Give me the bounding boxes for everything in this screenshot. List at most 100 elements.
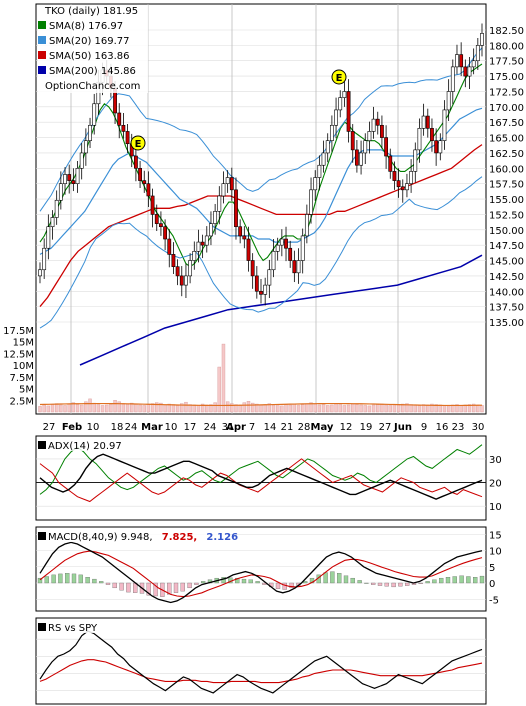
- volume-bar-57: [275, 405, 280, 413]
- volume-tick-5: 5M: [19, 385, 34, 396]
- price-tick-10: 157.50: [489, 180, 524, 191]
- macd-signal-value: 7.825,: [162, 532, 197, 543]
- candle-82: [380, 115, 384, 149]
- candle-body-74: [346, 91, 351, 132]
- macd-tick-1: 10: [489, 547, 502, 558]
- volume-tick-0: 17.5M: [3, 326, 34, 337]
- candle-92: [421, 103, 426, 136]
- volume-tick-6: 2.5M: [9, 396, 34, 407]
- candle-body-95: [434, 140, 439, 154]
- volume-bar-93: [426, 404, 430, 413]
- volume-bar-84: [388, 405, 392, 413]
- volume-bar-103: [467, 404, 472, 413]
- macd-histogram-bar-43: [330, 571, 335, 584]
- candle-102: [463, 59, 468, 88]
- candle-45: [225, 170, 230, 193]
- legend: TKO (daily) 181.95 SMA(8) 176.97 SMA(20)…: [38, 5, 148, 93]
- candle-body-60: [288, 247, 293, 261]
- rs-line: [39, 630, 483, 694]
- macd-histogram-bar-58: [432, 579, 437, 584]
- volume-bar-10: [79, 404, 84, 413]
- candle-body-100: [455, 54, 459, 68]
- x-label-11: 7: [249, 422, 255, 433]
- candle-body-3: [50, 217, 55, 228]
- volume-bar-59: [284, 404, 288, 413]
- candle-97: [442, 100, 447, 150]
- candle-body-24: [138, 168, 142, 181]
- candle-20: [121, 112, 126, 139]
- volume-bar-21: [125, 404, 130, 413]
- volume-bar-52: [255, 403, 259, 413]
- volume-bar-1: [42, 404, 46, 413]
- macd-histogram-bar-6: [78, 574, 83, 584]
- candle-body-26: [146, 183, 151, 197]
- adx-tick-2: 10: [489, 502, 502, 513]
- macd-histogram-bar-0: [37, 577, 43, 584]
- macd-histogram-bar-57: [425, 581, 430, 584]
- volume-bar-80: [371, 404, 376, 413]
- candle-58: [279, 229, 284, 257]
- candle-48: [238, 219, 243, 244]
- volume-bar-31: [167, 403, 171, 413]
- macd-histogram-bar-47: [357, 580, 362, 584]
- adx-line: [39, 453, 483, 500]
- x-label-7: 17: [184, 422, 197, 433]
- candle-2: [46, 214, 51, 260]
- candle-body-7: [67, 174, 72, 181]
- candle-body-9: [75, 168, 80, 184]
- candle-40: [204, 226, 209, 253]
- candle-46: [229, 167, 234, 201]
- macd-histogram-bar-20: [173, 582, 179, 593]
- x-label-3: 18: [111, 422, 124, 433]
- candle-body-101: [459, 54, 464, 68]
- volume-bar-100: [455, 404, 459, 413]
- candle-56: [271, 239, 276, 278]
- candle-body-73: [342, 91, 347, 98]
- candle-90: [413, 142, 418, 183]
- sma20-line: [39, 107, 483, 255]
- candle-89: [409, 159, 414, 193]
- macd-histogram-bar-45: [343, 575, 349, 584]
- candle-body-31: [167, 238, 172, 255]
- volume-bar-92: [421, 404, 426, 413]
- volume-bar-49: [242, 402, 247, 413]
- price-panel: 182.50 180.00 177.50 175.00 172.50 170.00 167.…: [3, 3, 524, 415]
- macd-lines: [39, 541, 483, 604]
- candle-21: [125, 124, 130, 153]
- candle-body-84: [388, 155, 393, 172]
- candle-3: [50, 210, 55, 240]
- candle-7: [67, 164, 72, 194]
- volume-bars: [38, 343, 484, 413]
- volume-tick-2: 12.5M: [3, 349, 34, 360]
- candle-body-96: [438, 140, 443, 154]
- volume-bar-43: [217, 366, 222, 413]
- candle-body-81: [375, 118, 380, 126]
- legend-swatch-sma200: [38, 66, 46, 74]
- candle-39: [200, 234, 205, 259]
- candle-68: [321, 140, 326, 173]
- x-label-0: 27: [43, 422, 56, 433]
- macd-histogram-bar-51: [384, 582, 389, 587]
- candle-30: [163, 219, 167, 251]
- price-tick-3: 175.00: [489, 72, 524, 83]
- rs-panel: RS vs SPY: [35, 617, 487, 705]
- volume-bar-81: [376, 404, 380, 413]
- candle-body-92: [421, 115, 426, 129]
- macd-histogram-bar-8: [92, 578, 97, 584]
- candle-body-30: [163, 226, 167, 240]
- adx-tick-0: 30: [489, 455, 502, 466]
- candle-body-12: [88, 124, 92, 141]
- x-label-14: 28: [298, 422, 311, 433]
- candle-98: [446, 79, 451, 121]
- candle-body-35: [184, 275, 188, 286]
- macd-histogram-bar-65: [479, 575, 485, 584]
- candle-93: [425, 108, 430, 138]
- candle-66: [313, 170, 318, 201]
- candle-body-19: [117, 112, 122, 126]
- candle-body-32: [171, 254, 176, 267]
- candle-105: [475, 37, 480, 70]
- volume-bar-38: [196, 405, 201, 413]
- macd-histogram-bar-49: [371, 582, 376, 585]
- earnings-marker-2-label: E: [336, 73, 343, 84]
- candle-83: [384, 125, 388, 169]
